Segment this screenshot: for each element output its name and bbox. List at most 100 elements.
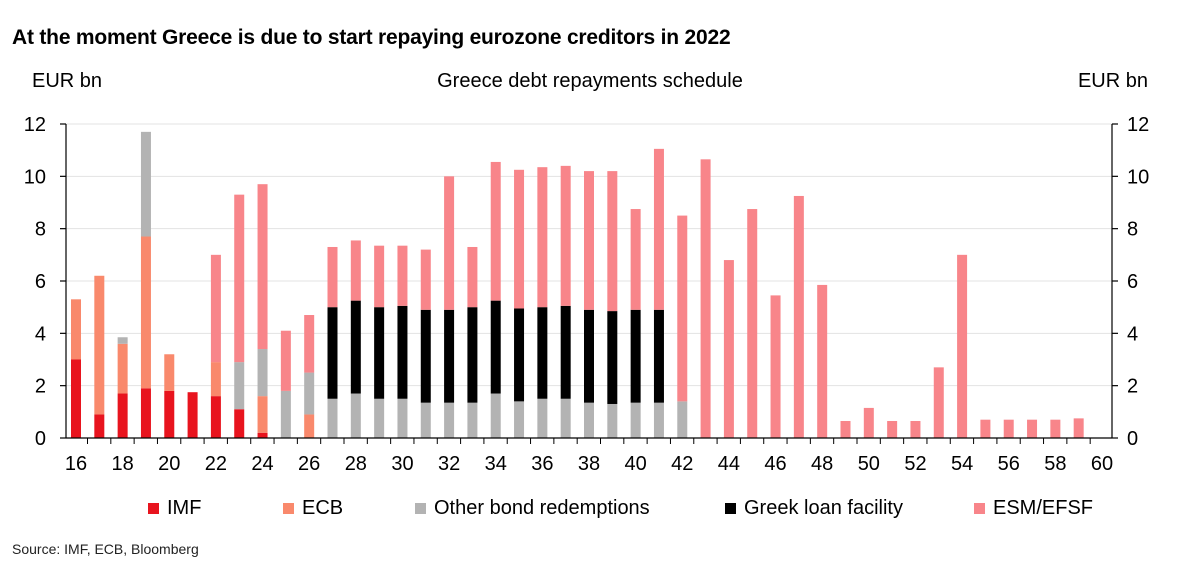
- bar-other-bond-redemptions: [467, 402, 478, 438]
- bar-esm-efsf: [770, 295, 781, 438]
- legend-item-imf: IMF: [148, 497, 201, 520]
- bar-esm-efsf: [584, 171, 594, 310]
- bar-esm-efsf: [630, 209, 641, 310]
- y-tick-label-right: 4: [1127, 323, 1138, 345]
- bar-esm-efsf: [677, 215, 688, 402]
- bar-other-bond-redemptions: [514, 401, 525, 438]
- x-tick-label: 50: [858, 453, 880, 475]
- bar-other-bond-redemptions: [374, 398, 385, 438]
- bar-ecb: [140, 236, 151, 389]
- bar-esm-efsf: [840, 420, 851, 438]
- bar-esm-efsf: [863, 407, 874, 438]
- x-tick-label: 54: [951, 453, 973, 475]
- legend-swatch: [283, 503, 294, 514]
- x-tick-label: 24: [251, 453, 273, 475]
- bar-esm-efsf: [887, 420, 898, 438]
- bar-imf: [164, 390, 175, 438]
- bar-greek-loan-facility: [584, 309, 594, 403]
- bar-esm-efsf: [910, 420, 921, 438]
- legend-label: Greek loan facility: [744, 497, 903, 519]
- bar-other-bond-redemptions: [630, 402, 641, 438]
- bar-other-bond-redemptions: [677, 401, 688, 438]
- x-tick-label: 60: [1091, 453, 1113, 475]
- x-tick-label: 44: [718, 453, 740, 475]
- y-tick-label-right: 0: [1127, 428, 1138, 450]
- bar-other-bond-redemptions: [234, 362, 245, 410]
- bar-esm-efsf: [350, 240, 361, 301]
- bar-greek-loan-facility: [490, 300, 501, 394]
- bar-other-bond-redemptions: [607, 403, 618, 438]
- bar-esm-efsf: [723, 260, 734, 438]
- y-axis-label-left: EUR bn: [32, 70, 103, 92]
- legend-swatch: [974, 503, 985, 514]
- x-tick-label: 28: [345, 453, 367, 475]
- bar-imf: [117, 393, 128, 438]
- bar-esm-efsf: [327, 246, 338, 308]
- legend-swatch: [725, 503, 736, 514]
- bar-imf: [71, 359, 81, 438]
- bar-ecb: [210, 362, 221, 397]
- x-tick-label: 52: [904, 453, 926, 475]
- bar-greek-loan-facility: [560, 305, 571, 399]
- bar-ecb: [304, 414, 315, 438]
- bar-esm-efsf: [933, 367, 944, 438]
- y-tick-label-right: 10: [1127, 166, 1149, 188]
- source-note: Source: IMF, ECB, Bloomberg: [12, 541, 199, 557]
- bar-ecb: [257, 396, 268, 433]
- bar-ecb: [71, 299, 81, 360]
- bar-ecb: [94, 275, 105, 415]
- legend-swatch: [148, 503, 159, 514]
- bar-other-bond-redemptions: [280, 390, 291, 438]
- bar-esm-efsf: [280, 330, 291, 391]
- bar-other-bond-redemptions: [490, 393, 501, 438]
- bar-esm-efsf: [793, 195, 804, 438]
- legend-label: IMF: [167, 497, 202, 519]
- bar-esm-efsf: [1027, 419, 1038, 438]
- bar-esm-efsf: [537, 167, 548, 308]
- bar-esm-efsf: [560, 165, 571, 306]
- bar-imf: [234, 409, 245, 438]
- legend-item-other-bond-redemptions: Other bond redemptions: [415, 497, 650, 520]
- bar-esm-efsf: [397, 245, 408, 306]
- bar-imf: [140, 388, 151, 438]
- legend-item-greek-loan-facility: Greek loan facility: [725, 497, 903, 520]
- bar-esm-efsf: [420, 249, 431, 310]
- x-tick-label: 42: [671, 453, 693, 475]
- y-tick-label-left: 8: [35, 219, 46, 241]
- x-tick-label: 26: [298, 453, 320, 475]
- bar-other-bond-redemptions: [560, 398, 571, 438]
- bar-esm-efsf: [374, 245, 385, 308]
- bar-greek-loan-facility: [397, 305, 408, 399]
- y-tick-label-left: 12: [24, 114, 46, 136]
- bar-imf: [257, 432, 268, 438]
- bar-other-bond-redemptions: [584, 402, 594, 438]
- y-tick-label-left: 4: [35, 323, 46, 345]
- x-tick-label: 18: [112, 453, 134, 475]
- x-tick-label: 30: [391, 453, 413, 475]
- bar-esm-efsf: [1073, 418, 1084, 438]
- x-tick-label: 22: [205, 453, 227, 475]
- bar-esm-efsf: [304, 315, 315, 373]
- bar-imf: [210, 396, 221, 438]
- x-tick-label: 46: [764, 453, 786, 475]
- bar-other-bond-redemptions: [397, 398, 408, 438]
- bar-other-bond-redemptions: [444, 402, 455, 438]
- bar-esm-efsf: [444, 176, 455, 310]
- bar-ecb: [164, 354, 175, 391]
- bar-esm-efsf: [1050, 419, 1061, 438]
- legend-label: ESM/EFSF: [993, 497, 1094, 519]
- bar-greek-loan-facility: [420, 309, 431, 403]
- x-tick-label: 56: [998, 453, 1020, 475]
- y-tick-label-left: 6: [35, 271, 46, 293]
- bar-esm-efsf: [653, 148, 664, 310]
- x-tick-label: 36: [531, 453, 553, 475]
- bar-esm-efsf: [210, 254, 221, 363]
- x-tick-label: 16: [65, 453, 87, 475]
- y-tick-label-right: 6: [1127, 271, 1138, 293]
- y-tick-label-right: 2: [1127, 376, 1138, 398]
- bar-other-bond-redemptions: [420, 402, 431, 438]
- bar-greek-loan-facility: [444, 309, 455, 403]
- bar-greek-loan-facility: [374, 307, 385, 399]
- legend: IMF ECB Other bond redemptions Greek loan f…: [0, 497, 1200, 525]
